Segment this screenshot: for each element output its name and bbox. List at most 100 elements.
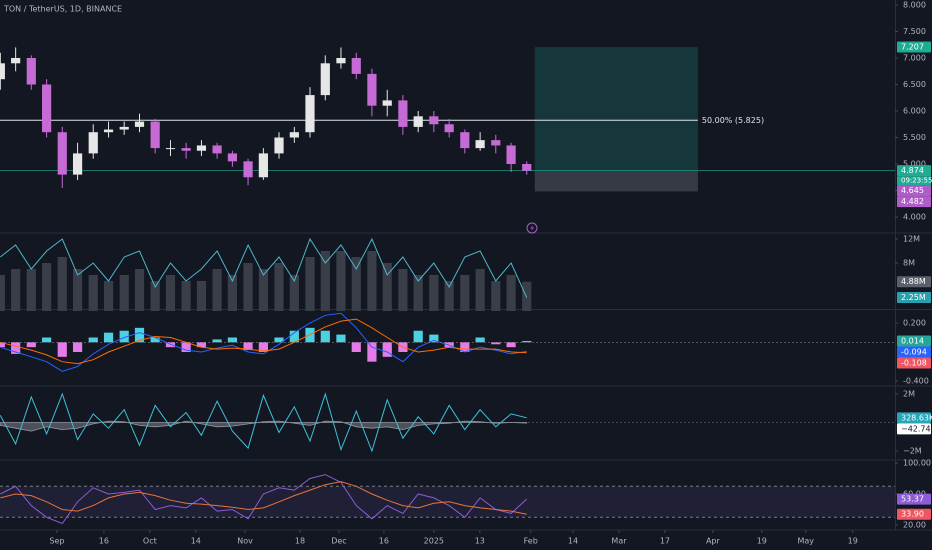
price-badge: [897, 292, 931, 303]
countdown: 09:23:55: [901, 177, 932, 185]
x-tick-label: 2025: [424, 537, 444, 546]
x-tick-label: Apr: [706, 537, 721, 546]
candle-body: [103, 129, 114, 133]
price-badge-label: −42.74K: [901, 424, 932, 433]
price-badge: [897, 185, 931, 197]
price-badge: [897, 276, 931, 288]
volume-bar: [243, 263, 253, 311]
y-tick-label: 6.500: [903, 80, 926, 89]
volume-bar: [320, 251, 330, 311]
candle-body: [11, 58, 21, 64]
histogram-bar: [351, 342, 361, 352]
candle-body: [88, 132, 98, 154]
histogram-bar: [212, 339, 222, 343]
x-tick-label: Oct: [143, 537, 157, 546]
histogram-bar: [119, 330, 129, 343]
volume-bar: [42, 263, 52, 311]
y-tick-label: 7.000: [903, 54, 926, 63]
price-badge-label: -0.108: [901, 358, 927, 367]
y-tick-label: 6.000: [903, 107, 926, 116]
candle-body: [134, 121, 145, 127]
x-tick-label: 19: [757, 537, 767, 546]
price-badge-label: 4.874: [901, 166, 924, 175]
y-tick-label: 5.000: [903, 160, 926, 169]
volume-bar: [398, 269, 408, 311]
histogram-bar: [506, 342, 516, 348]
volume-bar: [212, 269, 222, 311]
volume-bar: [274, 263, 284, 311]
histogram-bar: [243, 342, 253, 351]
alert-icon[interactable]: [526, 222, 538, 234]
countdown-badge: [897, 176, 931, 186]
price-badge: [897, 357, 931, 369]
x-tick-label: May: [797, 537, 814, 546]
candle-body: [0, 63, 5, 80]
price-badge-label: 53.37: [901, 495, 924, 504]
volume-bar: [336, 251, 346, 311]
candle-body: [243, 161, 253, 178]
volume-bar: [103, 281, 114, 311]
candle-body: [382, 100, 392, 106]
candle-body: [150, 121, 160, 149]
candle-body: [289, 132, 299, 138]
price-badge-label: 7.207: [901, 43, 924, 52]
candle-body: [274, 137, 284, 154]
histogram-bar: [150, 337, 160, 343]
histogram-bar: [320, 330, 330, 343]
price-badge: [897, 335, 931, 347]
candle-body: [42, 84, 52, 133]
x-tick-label: 19: [848, 537, 858, 546]
price-badge-label: 0.014: [901, 336, 924, 345]
y-tick-label: 20.00: [903, 521, 926, 530]
volume-bar: [150, 281, 160, 311]
candle-body: [181, 148, 191, 151]
y-tick-label: 100.00: [903, 459, 931, 468]
x-tick-label: 17: [660, 537, 670, 546]
volume-bar: [11, 269, 21, 311]
x-tick-label: 16: [99, 537, 109, 546]
x-tick-label: 18: [295, 537, 305, 546]
histogram-bar: [429, 334, 439, 343]
x-tick-label: Dec: [331, 537, 346, 546]
candle-body: [491, 140, 501, 146]
histogram-bar: [88, 337, 98, 343]
level-label: 50.00% (5.825): [702, 116, 764, 125]
candle-body: [460, 132, 470, 149]
candle-body: [475, 140, 485, 149]
candle-body: [320, 63, 330, 96]
volume-bar: [165, 275, 176, 311]
position-stop-zone: [534, 170, 698, 192]
volume-bar: [367, 251, 377, 311]
chart-title: TON / TetherUS, 1D, BINANCE: [3, 5, 122, 14]
volume-bar: [88, 275, 98, 311]
y-tick-label: 0.200: [903, 319, 926, 328]
x-tick-label: 14: [191, 537, 201, 546]
volume-bar: [413, 275, 423, 311]
x-tick-label: Nov: [237, 537, 253, 546]
histogram-bar: [26, 342, 36, 348]
candle-body: [413, 116, 423, 127]
volume-bar: [196, 281, 207, 311]
price-badge: [897, 196, 931, 208]
candle-body: [72, 153, 83, 175]
volume-bar: [134, 269, 145, 311]
histogram-bar: [274, 337, 284, 343]
candle-body: [119, 126, 129, 130]
volume-bar: [181, 281, 191, 311]
line: [0, 312, 527, 372]
histogram-bar: [367, 342, 377, 362]
volume-bar: [26, 269, 36, 311]
candle-body: [26, 58, 36, 85]
volume-bar: [57, 257, 67, 311]
volume-bar: [0, 275, 5, 311]
histogram-bar: [460, 342, 470, 352]
price-badge-label: 328.63K: [901, 413, 932, 422]
candle-body: [227, 153, 238, 162]
histogram-bar: [0, 342, 5, 348]
price-badge-label: 33.90: [901, 510, 924, 519]
histogram-bar: [196, 342, 207, 348]
candle-body: [444, 124, 454, 133]
y-tick-label: 4.000: [903, 213, 926, 222]
histogram-bar: [42, 337, 52, 343]
